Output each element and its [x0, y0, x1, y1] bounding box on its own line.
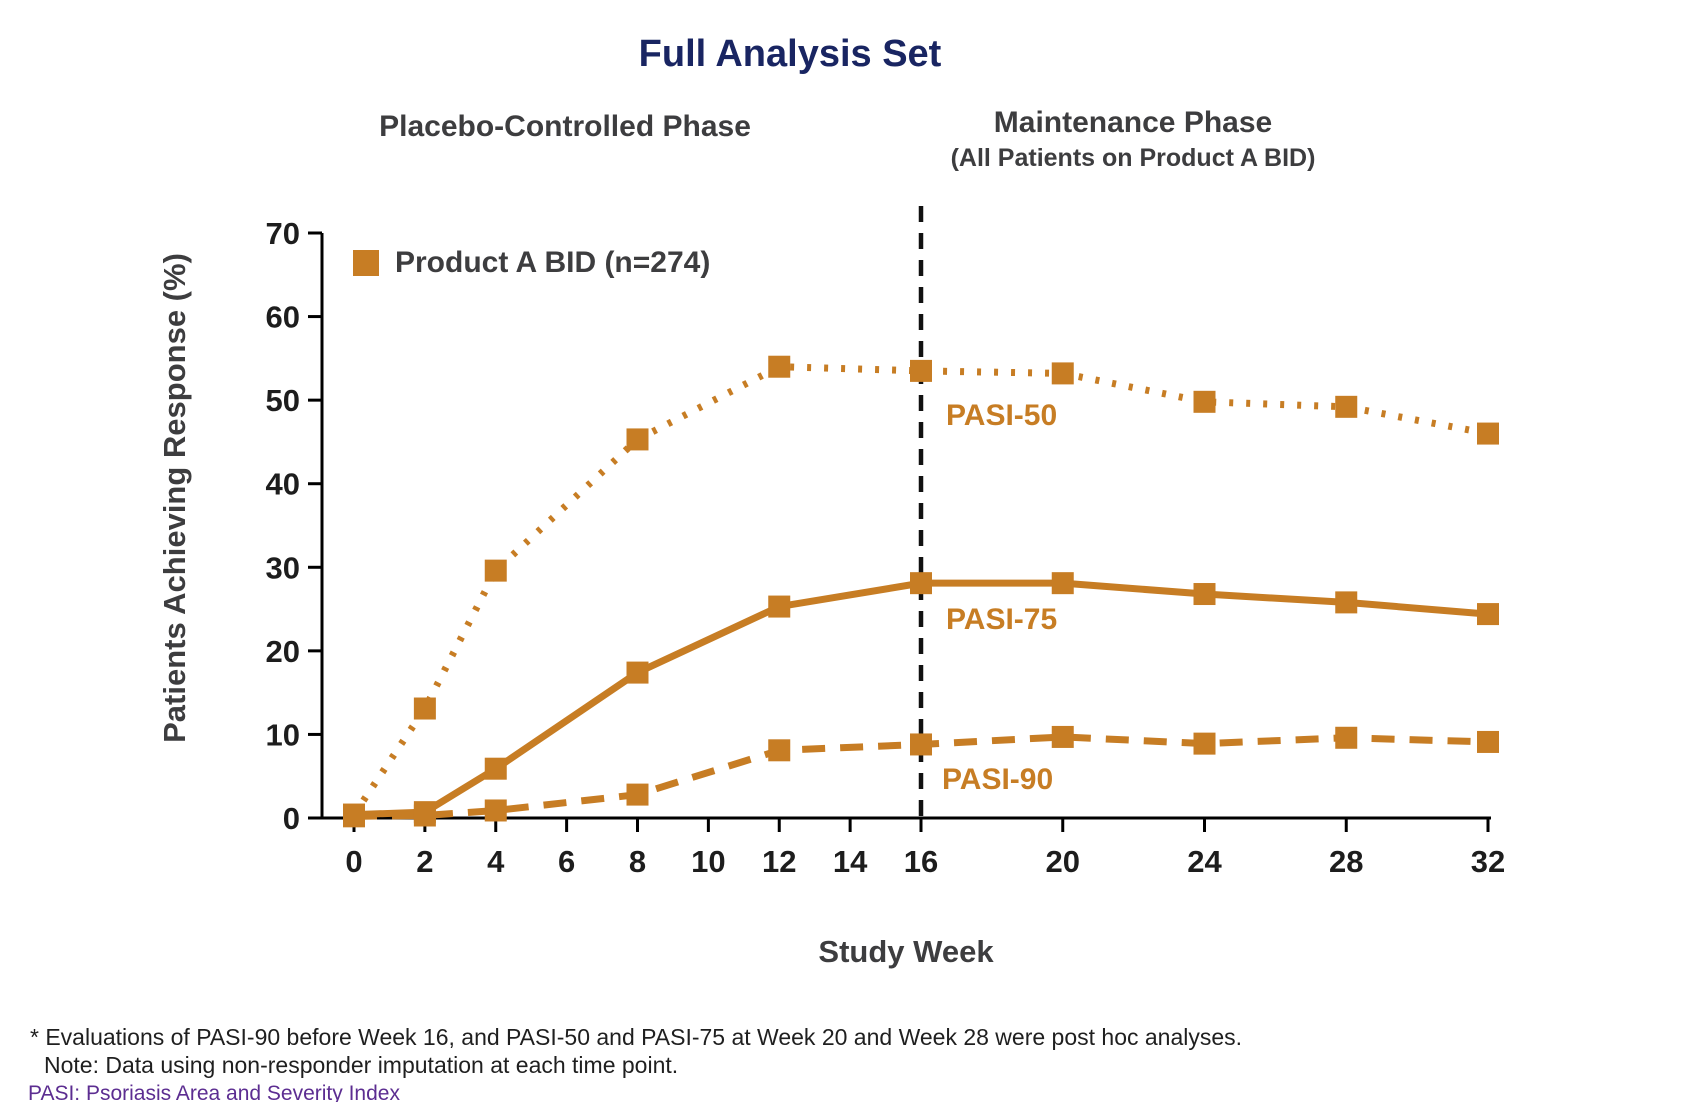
- x-tick-label: 2: [416, 844, 433, 879]
- x-axis-title: Study Week: [818, 934, 994, 969]
- data-point-pasi-90-week-12: [768, 739, 791, 762]
- legend-label: Product A BID (n=274): [395, 246, 711, 279]
- data-point-pasi-50-week-28: [1335, 395, 1358, 418]
- data-point-pasi-50-week-32: [1477, 422, 1499, 445]
- x-tick-label: 10: [691, 844, 725, 879]
- series-label-pasi-75: PASI-75: [946, 603, 1058, 636]
- x-tick-label: 16: [904, 844, 938, 879]
- x-tick-label: 20: [1046, 844, 1080, 879]
- maintenance-phase-heading: Maintenance Phase: [993, 106, 1273, 139]
- series-line-pasi-50: [351, 363, 1489, 817]
- data-point-pasi-75-week-8: [626, 661, 649, 684]
- data-point-pasi-75-week-24: [1193, 583, 1216, 606]
- y-tick-label: 20: [266, 634, 300, 669]
- x-tick-label: 4: [487, 844, 505, 879]
- series-line-pasi-75: [353, 579, 1489, 819]
- y-tick-label: 10: [266, 717, 300, 752]
- data-point-pasi-90-week-20: [1051, 725, 1074, 748]
- data-point-pasi-75-week-20: [1051, 572, 1074, 595]
- series-line-pasi-90: [353, 733, 1489, 820]
- data-point-pasi-75-week-32: [1477, 603, 1499, 626]
- data-point-pasi-50-week-20: [1051, 362, 1074, 385]
- y-tick-label: 0: [283, 801, 300, 836]
- footnote-pasi-definition: PASI: Psoriasis Area and Severity Index: [28, 1082, 400, 1102]
- y-tick-label: 40: [266, 467, 300, 502]
- y-tick-label: 50: [266, 383, 300, 418]
- maintenance-phase-subheading: (All Patients on Product A BID): [950, 144, 1316, 172]
- placebo-phase-heading: Placebo-Controlled Phase: [379, 110, 751, 143]
- y-tick-label: 60: [266, 300, 300, 335]
- data-point-pasi-50-week-8: [626, 428, 649, 451]
- data-point-pasi-50-week-24: [1193, 390, 1216, 413]
- data-point-pasi-75-week-2: [413, 801, 436, 824]
- x-tick-label: 32: [1471, 844, 1505, 879]
- data-point-pasi-90-week-16: [910, 733, 932, 756]
- x-tick-label: 12: [762, 844, 796, 879]
- legend: Product A BID (n=274): [353, 246, 710, 280]
- data-point-pasi-90-week-24: [1193, 732, 1216, 755]
- data-point-pasi-90-week-32: [1477, 730, 1499, 753]
- x-tick-label: 0: [345, 844, 362, 879]
- x-tick-label: 28: [1329, 844, 1363, 879]
- y-tick-label: 70: [266, 216, 300, 251]
- data-point-pasi-50-week-2: [413, 697, 436, 720]
- data-point-pasi-75-week-12: [768, 595, 791, 618]
- y-tick-label: 30: [266, 550, 300, 585]
- data-point-pasi-50-week-4: [484, 559, 507, 582]
- x-tick-label: 8: [629, 844, 646, 879]
- footnote-imputation: Note: Data using non-responder imputatio…: [44, 1052, 679, 1078]
- legend-square-marker-icon: [353, 250, 379, 276]
- series-label-pasi-50: PASI-50: [946, 399, 1058, 432]
- series-label-pasi-90: PASI-90: [942, 763, 1054, 796]
- x-tick-label: 6: [558, 844, 575, 879]
- page-title: Full Analysis Set: [638, 33, 942, 75]
- data-point-pasi-75-week-0: [343, 803, 365, 826]
- data-point-pasi-50-week-12: [768, 355, 791, 378]
- data-point-pasi-90-week-28: [1335, 726, 1358, 749]
- data-point-pasi-50-week-16: [910, 359, 932, 382]
- data-point-pasi-90-week-8: [626, 783, 649, 806]
- data-point-pasi-75-week-16: [910, 572, 932, 595]
- y-axis-title: Patients Achieving Response (%): [157, 253, 192, 743]
- data-point-pasi-75-week-28: [1335, 591, 1358, 614]
- x-tick-label: 14: [833, 844, 868, 879]
- x-tick-label: 24: [1187, 844, 1222, 879]
- data-point-pasi-75-week-4: [484, 757, 507, 780]
- data-point-pasi-90-week-4: [484, 799, 507, 822]
- footnote-post-hoc: * Evaluations of PASI-90 before Week 16,…: [30, 1024, 1243, 1050]
